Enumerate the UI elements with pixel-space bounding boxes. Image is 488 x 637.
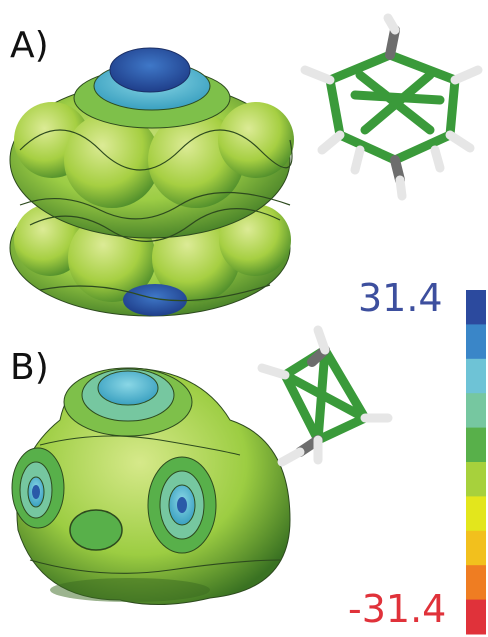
colorbar-swatch [466, 358, 486, 394]
colorbar [466, 290, 486, 635]
surface-a [9, 47, 294, 317]
colorbar-swatch [466, 427, 486, 463]
colorbar-swatch [466, 290, 486, 325]
molecule-a [300, 13, 483, 201]
colorbar-swatch [466, 496, 486, 532]
panel-a-label: A) [10, 25, 49, 66]
colorbar-max-label: 31.4 [358, 276, 443, 320]
colorbar-swatch [466, 530, 486, 566]
colorbar-swatch [466, 462, 486, 497]
panel-b-label: B) [10, 347, 49, 388]
colorbar-swatch [466, 565, 486, 601]
colorbar-swatch [466, 599, 486, 635]
colorbar-min-label: -31.4 [348, 587, 447, 631]
colorbar-swatch [466, 324, 486, 360]
surface-b [11, 367, 291, 605]
molecule-b [257, 325, 393, 467]
colorbar-swatch [466, 393, 486, 429]
